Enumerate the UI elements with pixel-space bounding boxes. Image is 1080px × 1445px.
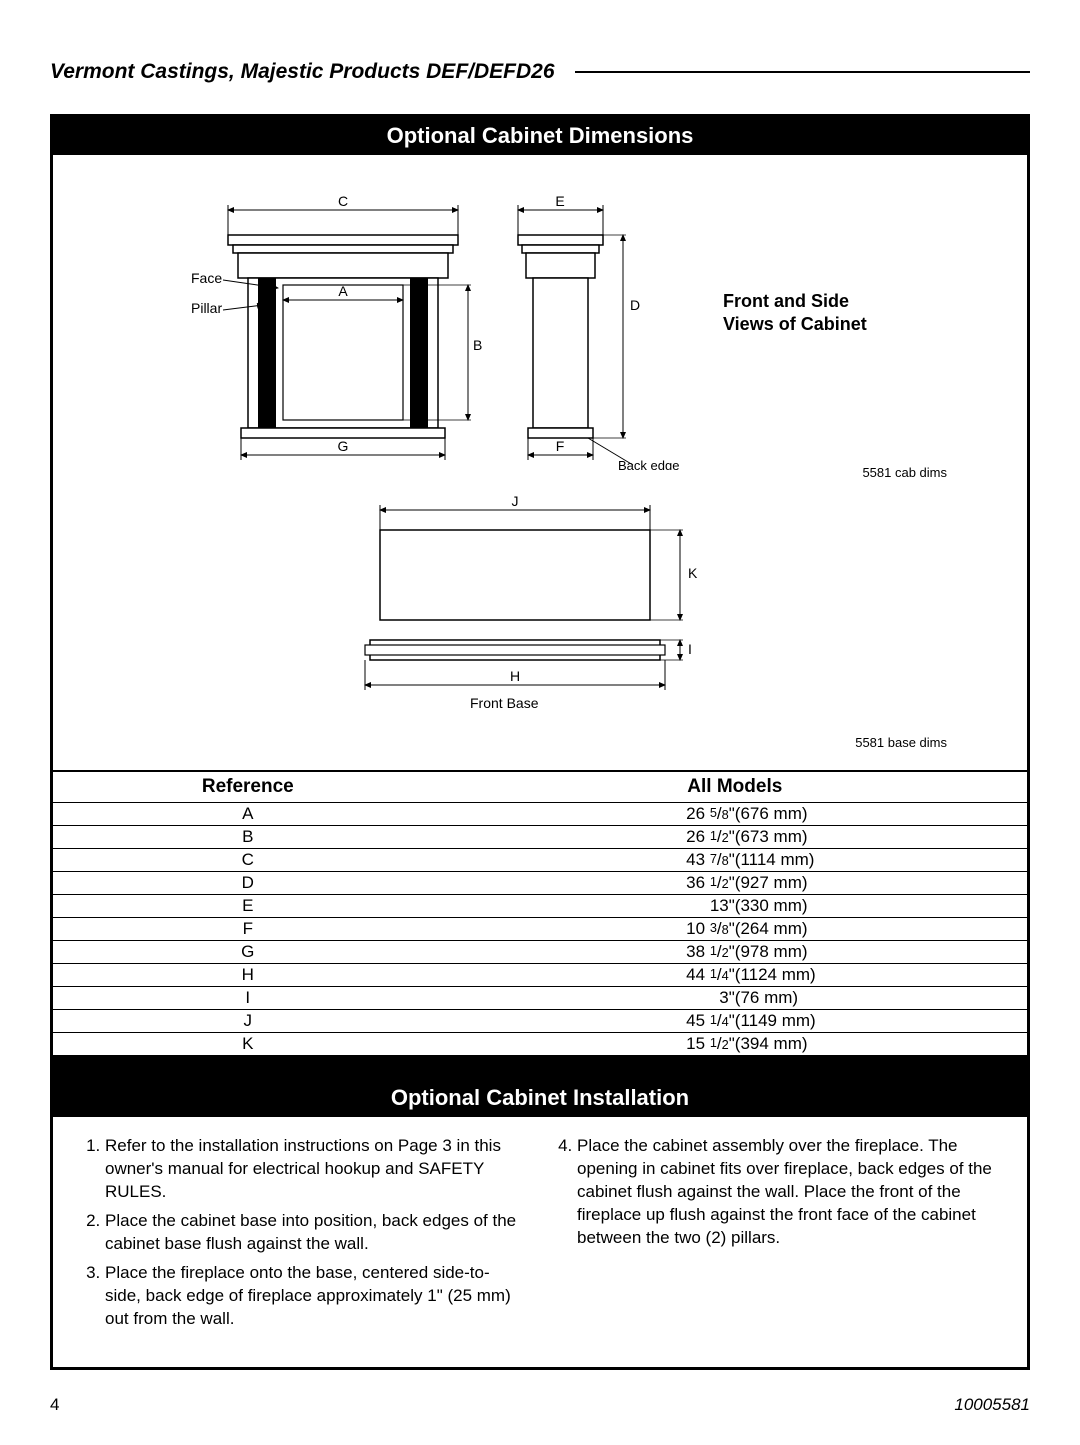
imperial-cell: 26 1/2"	[443, 826, 735, 849]
install-step: Place the cabinet base into position, ba…	[105, 1210, 525, 1256]
table-row: G38 1/2"(978 mm)	[53, 941, 1027, 964]
svg-text:I: I	[688, 641, 692, 657]
views-label-line2: Views of Cabinet	[723, 314, 867, 334]
svg-text:K: K	[688, 565, 698, 581]
metric-cell: (1124 mm)	[735, 964, 1027, 987]
imperial-cell: 43 7/8"	[443, 849, 735, 872]
svg-text:H: H	[510, 668, 520, 684]
page-footer: 4 10005581	[50, 1395, 1030, 1415]
page-header: Vermont Castings, Majestic Products DEF/…	[50, 60, 1030, 84]
table-row: A26 5/8"(676 mm)	[53, 803, 1027, 826]
note-base-dims: 5581 base dims	[73, 735, 1007, 750]
table-row: C43 7/8"(1114 mm)	[53, 849, 1027, 872]
ref-cell: C	[53, 849, 443, 872]
metric-cell: (330 mm)	[735, 895, 1027, 918]
header-rule	[575, 71, 1030, 73]
ref-cell: J	[53, 1010, 443, 1033]
metric-cell: (76 mm)	[735, 987, 1027, 1010]
product-title: Vermont Castings, Majestic Products DEF/…	[50, 60, 575, 84]
ref-cell: E	[53, 895, 443, 918]
table-row: I3"(76 mm)	[53, 987, 1027, 1010]
svg-text:Front Base: Front Base	[470, 695, 539, 711]
installation-body: Refer to the installation instructions o…	[53, 1117, 1027, 1367]
ref-cell: H	[53, 964, 443, 987]
imperial-cell: 36 1/2"	[443, 872, 735, 895]
base-diagram: J K I H Front Base	[73, 490, 1007, 725]
diagram-area: C A Face Pillar B	[53, 155, 1027, 770]
views-label-line1: Front and Side	[723, 291, 849, 311]
dimensions-section-title: Optional Cabinet Dimensions	[53, 117, 1027, 155]
table-row: K15 1/2"(394 mm)	[53, 1033, 1027, 1056]
installation-col-left: Refer to the installation instructions o…	[83, 1135, 525, 1337]
doc-number: 10005581	[954, 1395, 1030, 1415]
dim-label-g: G	[338, 438, 349, 454]
views-label: Front and Side Views of Cabinet	[723, 290, 867, 337]
metric-cell: (1149 mm)	[735, 1010, 1027, 1033]
imperial-cell: 15 1/2"	[443, 1033, 735, 1056]
imperial-cell: 38 1/2"	[443, 941, 735, 964]
ref-cell: K	[53, 1033, 443, 1056]
label-back-edge: Back edge	[618, 458, 679, 470]
install-step: Place the cabinet assembly over the fire…	[577, 1135, 997, 1250]
dim-label-c: C	[338, 193, 348, 209]
installation-section-title: Optional Cabinet Installation	[53, 1079, 1027, 1117]
table-header-models: All Models	[443, 771, 1027, 803]
imperial-cell: 26 5/8"	[443, 803, 735, 826]
label-face: Face	[191, 270, 222, 286]
label-pillar: Pillar	[191, 300, 222, 316]
table-header-reference: Reference	[53, 771, 443, 803]
metric-cell: (927 mm)	[735, 872, 1027, 895]
ref-cell: F	[53, 918, 443, 941]
dim-label-f: F	[556, 438, 565, 454]
imperial-cell: 13"	[443, 895, 735, 918]
metric-cell: (394 mm)	[735, 1033, 1027, 1056]
main-content-box: Optional Cabinet Dimensions	[50, 114, 1030, 1370]
metric-cell: (264 mm)	[735, 918, 1027, 941]
table-row: E13"(330 mm)	[53, 895, 1027, 918]
dim-label-d: D	[630, 297, 640, 313]
metric-cell: (673 mm)	[735, 826, 1027, 849]
table-row: H44 1/4"(1124 mm)	[53, 964, 1027, 987]
table-row: J45 1/4"(1149 mm)	[53, 1010, 1027, 1033]
installation-col-right: Place the cabinet assembly over the fire…	[555, 1135, 997, 1337]
imperial-cell: 10 3/8"	[443, 918, 735, 941]
ref-cell: A	[53, 803, 443, 826]
ref-cell: B	[53, 826, 443, 849]
table-row: D36 1/2"(927 mm)	[53, 872, 1027, 895]
imperial-cell: 45 1/4"	[443, 1010, 735, 1033]
dim-label-b: B	[473, 337, 482, 353]
imperial-cell: 3"	[443, 987, 735, 1010]
install-step: Place the fireplace onto the base, cente…	[105, 1262, 525, 1331]
dim-label-e: E	[555, 193, 564, 209]
metric-cell: (676 mm)	[735, 803, 1027, 826]
metric-cell: (1114 mm)	[735, 849, 1027, 872]
svg-text:J: J	[512, 493, 519, 509]
page-number: 4	[50, 1395, 59, 1415]
install-step: Refer to the installation instructions o…	[105, 1135, 525, 1204]
ref-cell: I	[53, 987, 443, 1010]
ref-cell: D	[53, 872, 443, 895]
table-row: B26 1/2"(673 mm)	[53, 826, 1027, 849]
dim-label-a: A	[338, 283, 348, 299]
metric-cell: (978 mm)	[735, 941, 1027, 964]
dimensions-table: Reference All Models A26 5/8"(676 mm)B26…	[53, 770, 1027, 1055]
imperial-cell: 44 1/4"	[443, 964, 735, 987]
cabinet-diagrams: C A Face Pillar B	[73, 180, 693, 475]
table-row: F10 3/8"(264 mm)	[53, 918, 1027, 941]
ref-cell: G	[53, 941, 443, 964]
section-divider	[53, 1055, 1027, 1079]
